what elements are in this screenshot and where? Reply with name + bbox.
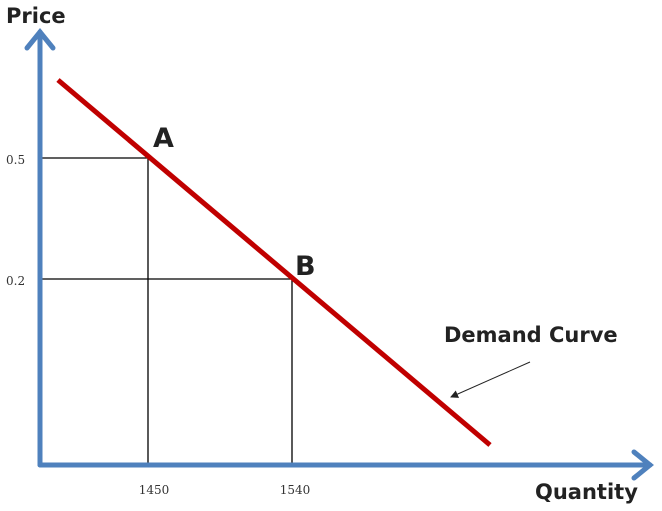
y-axis-label: Price bbox=[6, 4, 66, 28]
annotation: Demand Curve bbox=[444, 323, 618, 347]
y-tick-label: 0.2 bbox=[6, 274, 25, 288]
guide-lines bbox=[40, 157, 293, 465]
x-axis-label: Quantity bbox=[535, 480, 638, 504]
annotation-arrow bbox=[450, 361, 531, 398]
x-tick-label: 1450 bbox=[139, 483, 170, 497]
point-label: B bbox=[295, 251, 316, 282]
x-tick-label: 1540 bbox=[280, 483, 311, 497]
demand-curve bbox=[56, 78, 492, 447]
axes bbox=[24, 28, 654, 481]
y-tick-label: 0.5 bbox=[6, 153, 25, 167]
point-label: A bbox=[153, 123, 174, 154]
